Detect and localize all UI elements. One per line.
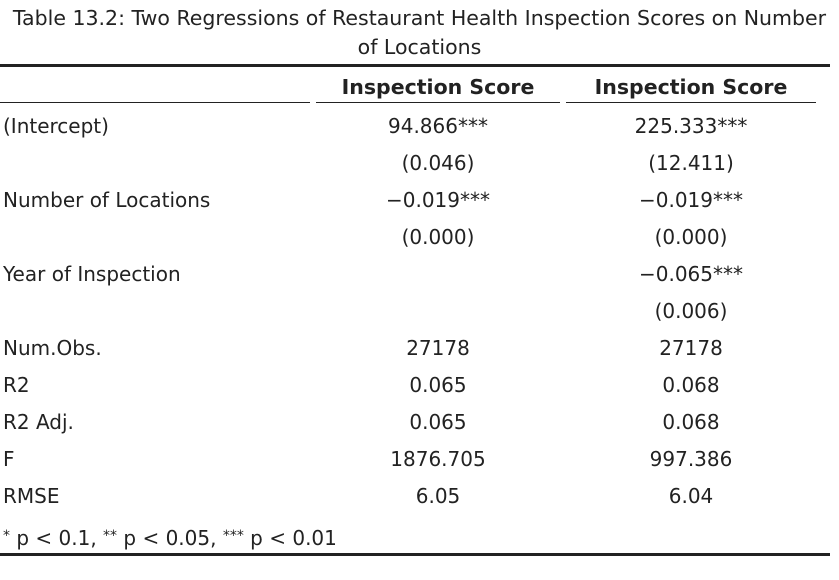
row-label: Num.Obs.: [3, 336, 102, 360]
table-row: (Intercept) 94.866*** 225.333***: [0, 108, 830, 145]
model-1-value: 1876.705: [390, 447, 486, 471]
model-2-value: −0.019***: [638, 188, 743, 212]
table-row: Number of Locations −0.019*** −0.019***: [0, 182, 830, 219]
model-2-value: 6.04: [668, 484, 714, 508]
table-row: R2 Adj. 0.065 0.068: [0, 404, 830, 441]
row-label: Number of Locations: [3, 188, 211, 212]
column-header-model-1: Inspection Score: [341, 75, 535, 99]
table-row: F 1876.705 997.386: [0, 441, 830, 478]
table-top-rule: [0, 64, 830, 67]
row-label: R2 Adj.: [3, 410, 74, 434]
row-label: Year of Inspection: [3, 262, 181, 286]
table-row: (0.000) (0.000): [0, 219, 830, 256]
table-row: (0.046) (12.411): [0, 145, 830, 182]
model-1-value: 94.866***: [388, 114, 488, 138]
model-1-value: 0.065: [409, 410, 467, 434]
row-label: (Intercept): [3, 114, 109, 138]
header-rule-label-column: [0, 102, 310, 103]
significance-footnote: * p < 0.1, ** p < 0.05, *** p < 0.01: [3, 519, 337, 555]
model-2-value: (0.000): [654, 225, 728, 249]
footnote-text-1: p < 0.1,: [10, 526, 104, 550]
model-1-value: 0.065: [409, 373, 467, 397]
table-row: RMSE 6.05 6.04: [0, 478, 830, 515]
table-row: Year of Inspection −0.065***: [0, 256, 830, 293]
model-2-value: (0.006): [654, 299, 728, 323]
model-1-value: −0.019***: [385, 188, 490, 212]
footnote-stars-2: **: [103, 528, 118, 544]
caption-line-2: of Locations: [357, 35, 482, 59]
table-row: Num.Obs. 27178 27178: [0, 330, 830, 367]
model-2-value: 997.386: [649, 447, 733, 471]
model-1-value: (0.046): [401, 151, 475, 175]
footnote-text-3: p < 0.01: [243, 526, 337, 550]
caption-line-1: Table 13.2: Two Regressions of Restauran…: [12, 6, 827, 30]
model-2-value: −0.065***: [638, 262, 743, 286]
header-rule-model-1: [316, 102, 560, 103]
row-label: RMSE: [3, 484, 60, 508]
footnote-stars-1: *: [3, 528, 10, 544]
model-1-value: 6.05: [415, 484, 461, 508]
table-row: (0.006): [0, 293, 830, 330]
footnote-text-2: p < 0.05,: [117, 526, 223, 550]
table-row: R2 0.065 0.068: [0, 367, 830, 404]
model-2-value: 0.068: [662, 373, 720, 397]
model-2-value: (12.411): [648, 151, 734, 175]
model-1-value: (0.000): [401, 225, 475, 249]
column-header-model-2: Inspection Score: [594, 75, 788, 99]
table-bottom-rule: [0, 553, 830, 556]
model-2-value: 27178: [659, 336, 723, 360]
row-label: F: [3, 447, 15, 471]
table-caption: Table 13.2: Two Regressions of Restauran…: [0, 4, 839, 62]
row-label: R2: [3, 373, 30, 397]
model-2-value: 225.333***: [634, 114, 748, 138]
header-rule-model-2: [566, 102, 816, 103]
footnote-stars-3: ***: [222, 528, 244, 544]
model-2-value: 0.068: [662, 410, 720, 434]
model-1-value: 27178: [406, 336, 470, 360]
